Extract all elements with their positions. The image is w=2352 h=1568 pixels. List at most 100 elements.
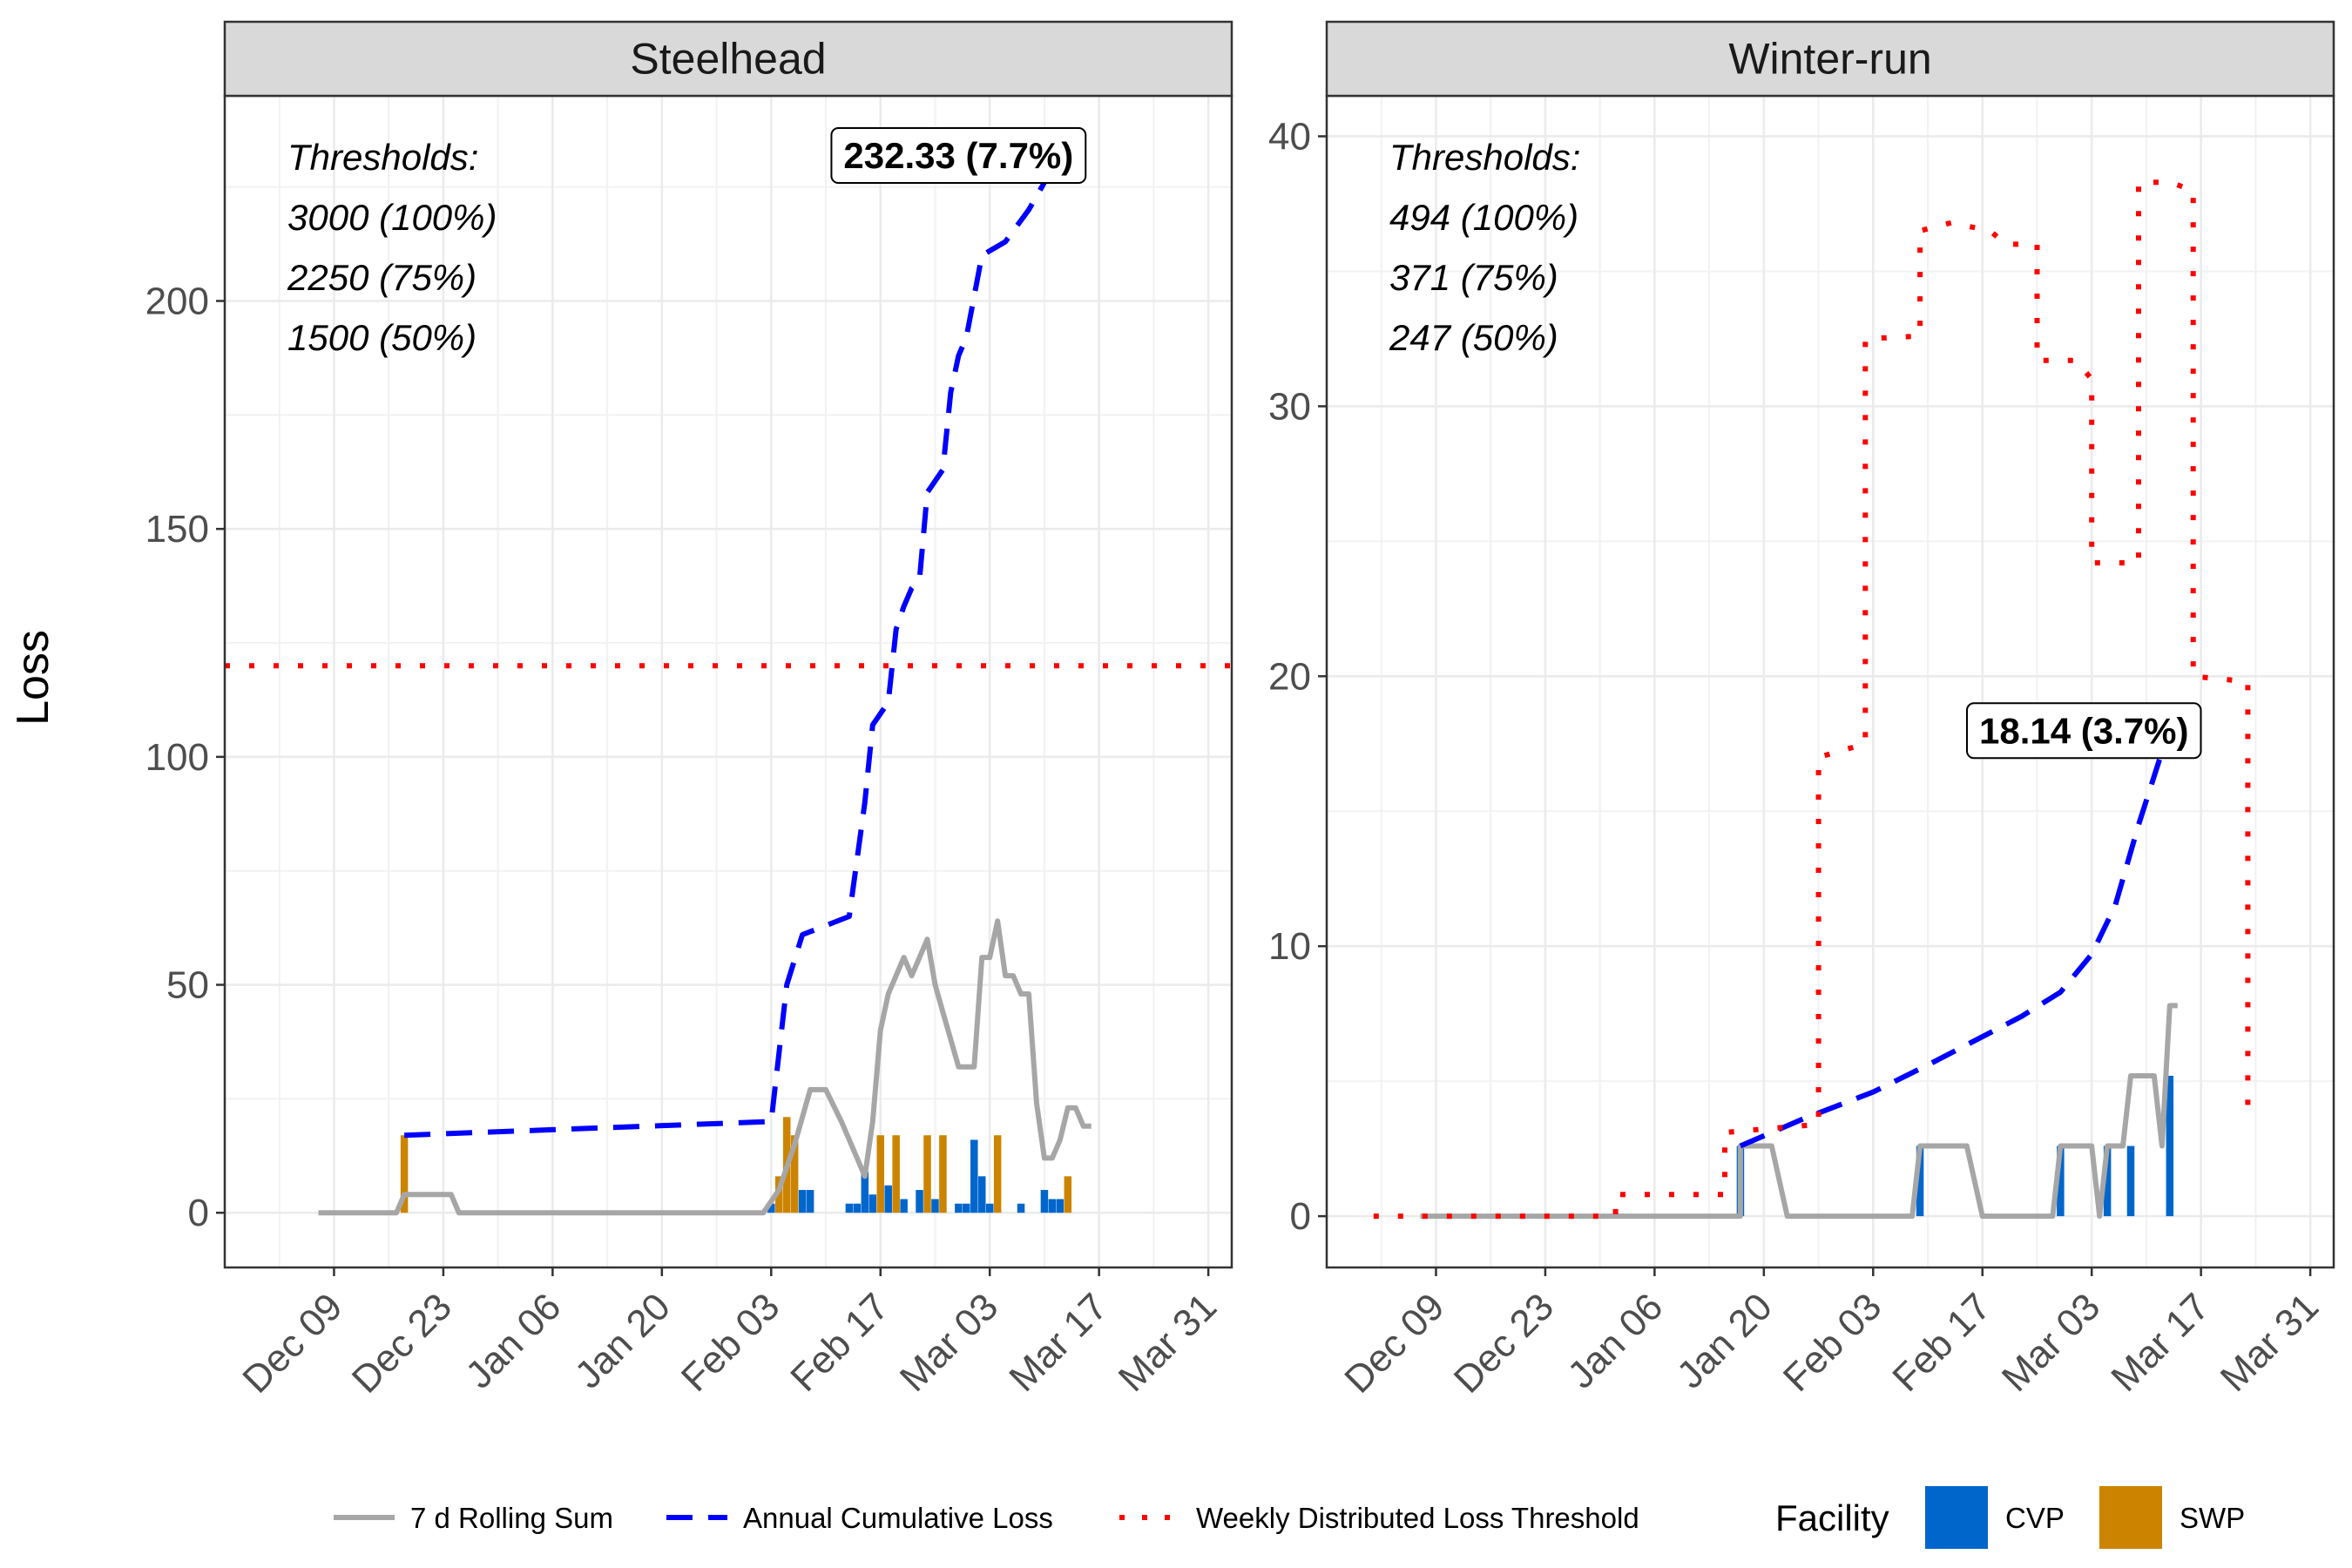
- bar-cvp: [767, 1203, 775, 1213]
- bar-swp: [1064, 1176, 1072, 1213]
- bar-cvp: [853, 1203, 862, 1213]
- facet-strip-title: Steelhead: [630, 35, 826, 84]
- threshold-value: 494 (100%): [1389, 197, 1578, 238]
- gridlines: [225, 96, 1232, 1267]
- bar-swp: [939, 1135, 947, 1213]
- plot-area: [225, 153, 1232, 1216]
- rolling-sum-line: [1420, 1003, 2178, 1220]
- bar-swp: [892, 1135, 900, 1213]
- facet-strip: [223, 20, 1233, 98]
- y-tick-label: 150: [145, 508, 209, 551]
- legend-facility-title: Facility: [1775, 1497, 1889, 1538]
- threshold-value: 3000 (100%): [287, 197, 497, 238]
- bar-cvp: [955, 1203, 963, 1213]
- cumulative-callout: 18.14 (3.7%): [1965, 702, 2202, 760]
- y-tick-label: 10: [1268, 925, 1311, 968]
- plot-area: [1373, 179, 2251, 1220]
- x-tick-label: Feb 03: [1775, 1285, 1890, 1400]
- cumulative-callout-label: 18.14 (3.7%): [1979, 710, 2188, 751]
- y-tick-label: 0: [1290, 1195, 1311, 1238]
- bar-swp: [400, 1135, 409, 1213]
- bar-cvp: [963, 1203, 970, 1213]
- threshold-value: 1500 (50%): [287, 317, 476, 358]
- legend-swatch-swp: [2099, 1486, 2162, 1549]
- x-tick-label: Dec 09: [1336, 1285, 1452, 1401]
- bar-cvp: [1040, 1190, 1049, 1213]
- legend-facility-label: SWP: [2180, 1502, 2245, 1534]
- x-tick-label: Mar 31: [2213, 1285, 2327, 1399]
- cumulative-callout-label: 232.33 (7.7%): [843, 135, 1073, 176]
- cumulative-loss-line: [403, 153, 1063, 1139]
- x-tick-label: Jan 20: [1669, 1285, 1781, 1396]
- thresholds-heading: Thresholds:: [287, 137, 478, 178]
- y-axis-title: Loss: [8, 630, 58, 726]
- y-tick-label: 20: [1268, 655, 1311, 698]
- legend-facility-label: CVP: [2005, 1502, 2065, 1534]
- bar-cvp: [916, 1190, 923, 1213]
- rolling-sum-line: [318, 918, 1092, 1216]
- y-tick-label: 100: [145, 736, 209, 779]
- y-tick-label: 0: [188, 1192, 209, 1234]
- threshold-value: 371 (75%): [1389, 257, 1558, 298]
- bar-swp: [774, 1176, 783, 1213]
- x-tick-label: Feb 17: [782, 1285, 897, 1400]
- threshold-value: 2250 (75%): [287, 257, 476, 298]
- bar-swp: [790, 1135, 799, 1213]
- legend-swatch-cvp: [1925, 1486, 1988, 1549]
- legend: 7 d Rolling Sum Annual Cumulative Loss Wee…: [334, 1486, 2245, 1549]
- x-tick-label: Dec 23: [344, 1285, 460, 1401]
- cumulative-callout: 232.33 (7.7%): [830, 127, 1087, 185]
- bar-cvp: [2103, 1146, 2112, 1217]
- x-tick-label: Jan 20: [567, 1285, 679, 1396]
- bar-cvp: [2126, 1146, 2135, 1217]
- bar-cvp: [1048, 1199, 1057, 1213]
- legend-label: Weekly Distributed Loss Threshold: [1196, 1502, 1639, 1534]
- y-tick-label: 40: [1268, 115, 1311, 158]
- bar-cvp: [845, 1203, 854, 1213]
- bar-cvp: [884, 1185, 892, 1213]
- threshold-value: 247 (50%): [1389, 317, 1558, 358]
- bar-cvp: [806, 1190, 814, 1213]
- y-tick-label: 30: [1268, 385, 1311, 428]
- gridlines: [1327, 96, 2334, 1267]
- x-tick-label: Mar 03: [1994, 1285, 2108, 1399]
- y-tick-label: 200: [145, 280, 209, 323]
- facet-strip-title: Winter-run: [1728, 35, 1931, 84]
- bar-cvp: [931, 1199, 939, 1213]
- thresholds-heading: Thresholds:: [1389, 137, 1580, 178]
- bar-cvp: [977, 1176, 986, 1213]
- x-tick-label: Mar 17: [2103, 1285, 2217, 1399]
- bar-cvp: [970, 1139, 978, 1213]
- bar-cvp: [1017, 1203, 1025, 1213]
- x-tick-label: Mar 17: [1001, 1285, 1115, 1399]
- legend-label: 7 d Rolling Sum: [410, 1502, 613, 1534]
- cumulative-callout-box: [830, 127, 1087, 185]
- bar-cvp: [868, 1194, 877, 1213]
- bar-cvp: [1056, 1199, 1064, 1213]
- bar-cvp: [1916, 1146, 1924, 1217]
- y-tick-label: 50: [166, 964, 209, 1007]
- legend-label: Annual Cumulative Loss: [743, 1502, 1053, 1534]
- x-tick-label: Mar 03: [892, 1285, 1006, 1399]
- bar-cvp: [985, 1203, 994, 1213]
- bar-cvp: [900, 1199, 908, 1213]
- x-tick-label: Jan 06: [1559, 1285, 1671, 1396]
- bar-cvp: [861, 1172, 869, 1213]
- bar-swp: [993, 1135, 1002, 1213]
- x-tick-label: Feb 17: [1884, 1285, 1999, 1400]
- cumulative-loss-line: [1739, 727, 2173, 1149]
- bar-cvp: [2057, 1146, 2065, 1217]
- cumulative-callout-box: [1965, 702, 2202, 760]
- x-tick-label: Dec 23: [1446, 1285, 1562, 1401]
- x-tick-label: Mar 31: [1111, 1285, 1225, 1399]
- bar-cvp: [2166, 1075, 2174, 1217]
- facet-strip: [1325, 20, 2335, 98]
- bar-cvp: [798, 1190, 807, 1213]
- x-tick-label: Jan 06: [457, 1285, 569, 1396]
- bar-swp: [876, 1135, 885, 1213]
- bar-swp: [923, 1135, 931, 1213]
- x-tick-label: Dec 09: [234, 1285, 350, 1401]
